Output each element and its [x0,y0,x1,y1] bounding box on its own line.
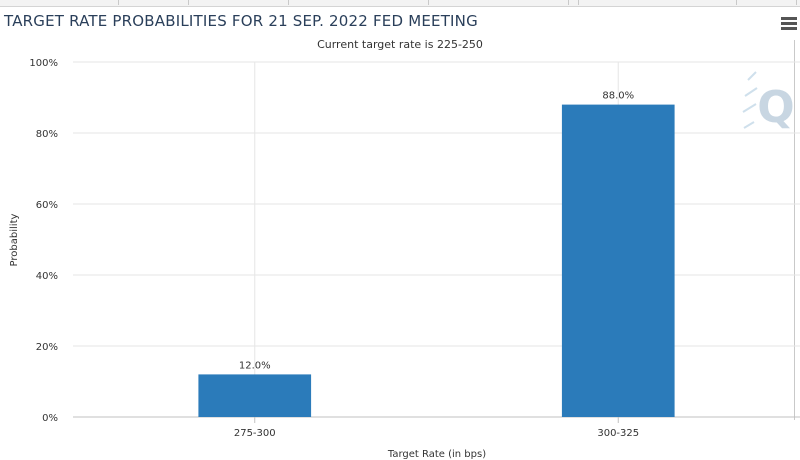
watermark-letter: Q [757,82,794,133]
top-tab[interactable] [736,0,797,5]
top-tab[interactable] [568,0,579,5]
top-tab[interactable] [428,0,569,5]
y-tick-label: 20% [36,342,58,353]
top-tab[interactable] [0,0,119,5]
y-tick-label: 60% [36,200,58,211]
top-tab[interactable] [578,0,737,5]
top-tab[interactable] [188,0,289,5]
x-tick-label: 300-325 [597,428,639,439]
y-axis-title: Probability [9,213,20,266]
bar-300-325[interactable] [561,104,675,417]
data-label: 88.0% [602,91,634,102]
y-tick-label: 0% [42,413,58,424]
panel-divider [794,40,795,420]
hamburger-menu-icon[interactable] [781,17,797,31]
y-tick-label: 40% [36,271,58,282]
top-tab[interactable] [288,0,429,5]
x-tick-label: 275-300 [234,428,276,439]
bar-275-300[interactable] [198,374,312,417]
y-tick-label: 100% [29,58,58,69]
watermark-logo: Q [742,71,795,133]
window-top-strip [0,0,800,7]
chart-subtitle: Current target rate is 225-250 [317,38,483,51]
top-tab[interactable] [118,0,189,5]
y-tick-label: 80% [36,129,58,140]
x-axis-title: Target Rate (in bps) [387,449,486,460]
chart-title: TARGET RATE PROBABILITIES FOR 21 SEP. 20… [4,12,478,30]
data-label: 12.0% [239,360,271,371]
